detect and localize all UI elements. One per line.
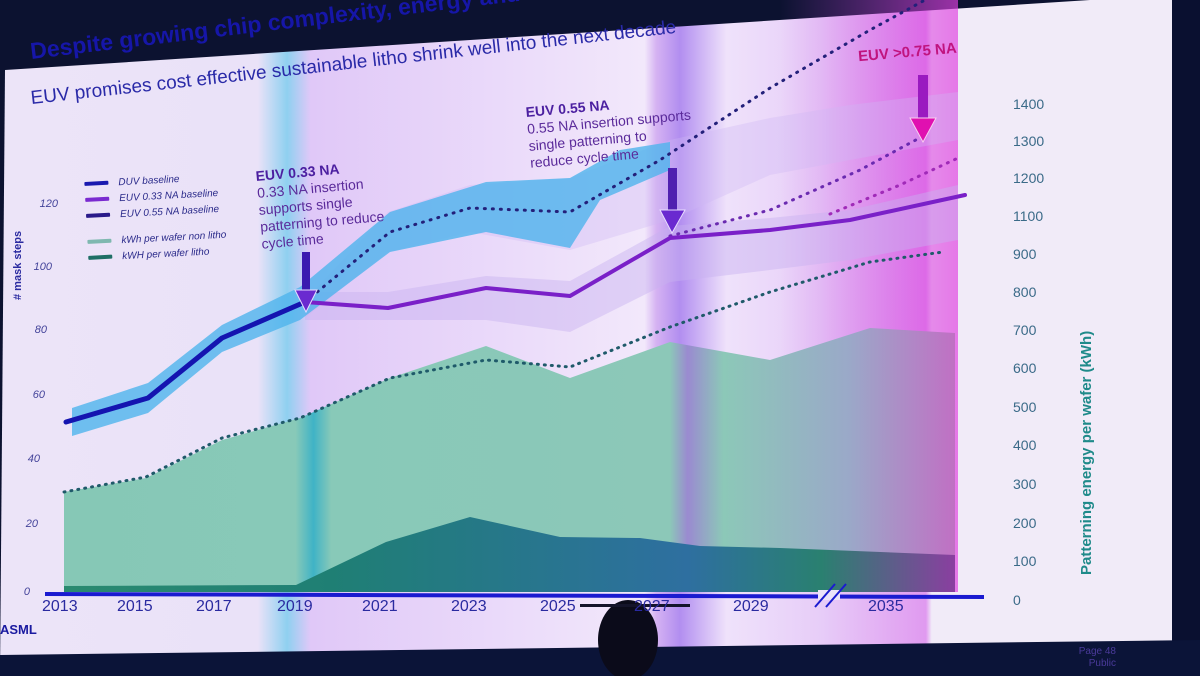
x-tick: 2017 [196,598,232,615]
arrow-euv-075-icon [909,75,937,144]
left-tick: 40 [27,453,40,465]
chart-legend: DUV baseline EUV 0.33 NA baseline EUV 0.… [84,169,228,266]
annotation-euv-055: EUV 0.55 NA 0.55 NA insertion supports s… [525,96,692,171]
x-tick: 2019 [277,598,313,615]
right-tick: 400 [1013,437,1037,453]
page-number: Page 48 [1078,646,1116,657]
left-tick: 120 [39,198,58,210]
arrow-euv-033-icon [294,252,318,314]
page-footer: Page 48 Public [1066,646,1116,670]
right-tick: 1300 [1013,133,1045,149]
line-euv-033-baseline [303,193,967,310]
right-tick: 1100 [1013,208,1044,224]
legend-swatch [85,212,111,218]
legend-swatch [84,180,109,186]
annotation-euv-033: EUV 0.33 NA 0.33 NA insertion supports s… [255,160,385,252]
line-euv-075-projection-b [828,156,960,216]
duv-band [72,142,670,436]
line-euv-055-projection [303,0,927,304]
left-tick: 20 [25,518,38,530]
right-tick: 200 [1013,515,1037,531]
left-tick: 0 [23,586,30,598]
right-tick: 500 [1013,399,1037,415]
right-tick: 900 [1013,246,1037,262]
right-tick: 0 [1013,592,1021,608]
right-tick: 1400 [1013,96,1045,112]
legend-swatch [85,196,110,202]
classification-label: Public [1088,658,1116,669]
right-tick: 600 [1013,360,1037,376]
right-tick: 800 [1013,284,1037,300]
left-tick: 60 [32,389,45,401]
x-tick: 2027 [634,598,670,615]
x-tick: 2015 [117,598,153,615]
right-tick: 300 [1013,476,1037,492]
presenter-silhouette [598,600,658,676]
left-tick: 80 [34,324,47,336]
line-kwh-non-litho-trend [62,250,945,494]
line-euv-075-projection-a [668,133,927,238]
x-tick: 2023 [451,598,487,615]
right-tick: 100 [1013,553,1037,569]
x-tick: 2029 [733,598,769,615]
arrow-euv-055-icon [659,168,686,235]
axis-break-icon [814,583,847,608]
legend-swatch [87,238,112,244]
asml-logo: ASML [0,622,37,637]
x-tick: 2021 [362,598,398,615]
area-kwh-non-litho [64,328,955,592]
x-tick: 2013 [42,598,78,615]
right-tick: 700 [1013,322,1037,338]
legend-swatch [88,254,113,260]
right-tick: 1200 [1013,170,1045,186]
x-tick: 2035 [868,598,904,615]
area-kwh-litho [64,517,955,592]
line-duv-baseline [63,299,308,425]
x-tick: 2025 [540,598,576,615]
left-tick: 100 [33,261,52,273]
right-axis-label: Patterning energy per wafer (kWh) [1078,330,1095,575]
